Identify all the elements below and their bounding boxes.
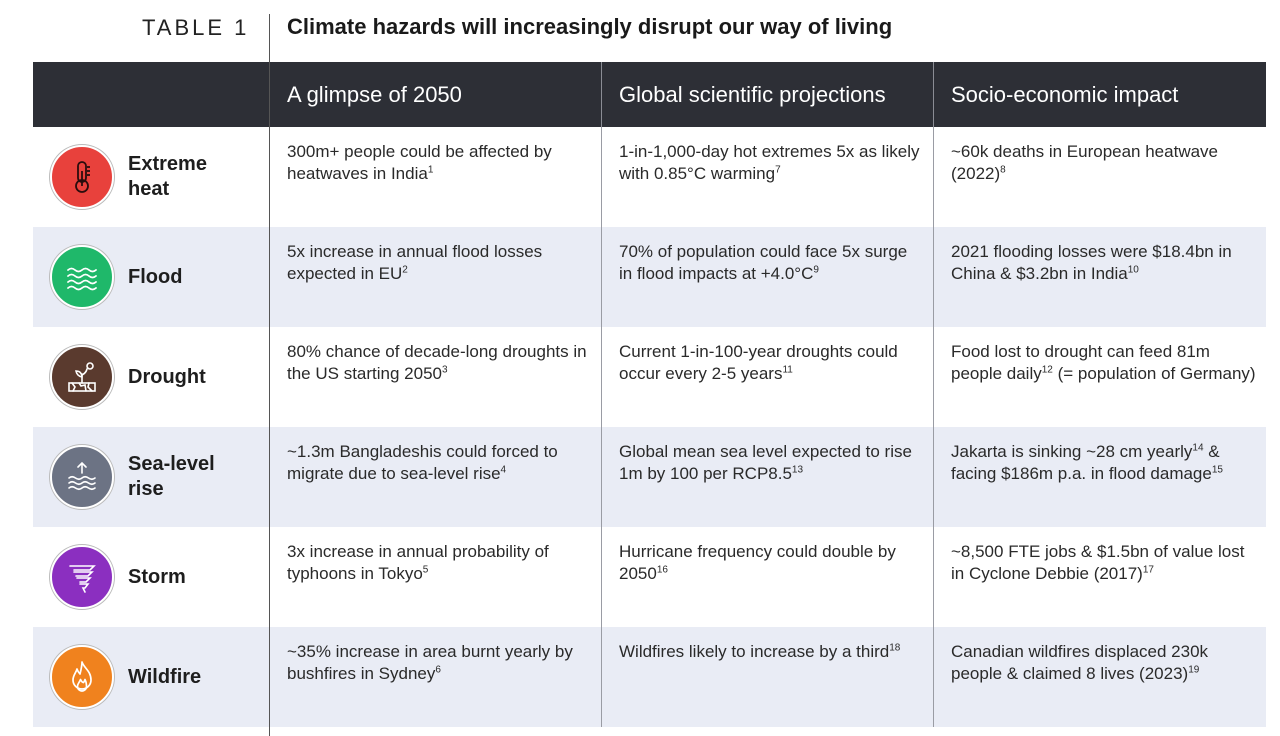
footnote-ref: 14 bbox=[1192, 442, 1204, 454]
footnote-ref: 4 bbox=[500, 464, 507, 476]
footnote-ref: 3 bbox=[441, 364, 448, 376]
footnote-ref: 7 bbox=[775, 164, 781, 176]
hazard-name: Wildfire bbox=[128, 665, 202, 688]
glimpse-text: 80% chance of decade-long droughts in th… bbox=[287, 342, 587, 383]
footnote-ref: 9 bbox=[813, 264, 819, 276]
hazard-cell: Flood bbox=[33, 227, 269, 327]
header-glimpse: A glimpse of 2050 bbox=[269, 62, 601, 127]
footnote-ref: 2 bbox=[402, 264, 408, 276]
impact-cell: 2021 flooding losses were $18.4bn in Chi… bbox=[933, 227, 1266, 327]
glimpse-cell: 80% chance of decade-long droughts in th… bbox=[269, 327, 601, 427]
footnote-ref: 12 bbox=[1041, 364, 1053, 376]
impact-text: ~60k deaths in European heatwave (2022) bbox=[951, 142, 1219, 183]
table-header-row: A glimpse of 2050 Global scientific proj… bbox=[33, 62, 1266, 127]
table-label: TABLE 1 bbox=[142, 15, 250, 40]
hazard-cell: Drought bbox=[33, 327, 269, 427]
footnote-ref: 13 bbox=[791, 464, 804, 476]
footnote-ref: 19 bbox=[1188, 664, 1200, 676]
glimpse-cell: 300m+ people could be affected by heatwa… bbox=[269, 127, 601, 227]
table-row-storm: Storm 3x increase in annual probability … bbox=[33, 527, 1266, 627]
table-row-extreme-heat: Extreme heat 300m+ people could be affec… bbox=[33, 127, 1266, 227]
impact-cell: ~8,500 FTE jobs & $1.5bn of value lost i… bbox=[933, 527, 1266, 627]
hazard-name: Drought bbox=[128, 365, 206, 388]
hazard-cell: Storm bbox=[33, 527, 269, 627]
projection-text: Current 1-in-100-year droughts could occ… bbox=[619, 342, 898, 383]
table-row-flood: Flood 5x increase in annual flood losses… bbox=[33, 227, 1266, 327]
glimpse-text: ~35% increase in area burnt yearly by bu… bbox=[287, 642, 573, 683]
footnote-ref: 15 bbox=[1211, 464, 1223, 476]
footnote-ref: 17 bbox=[1142, 564, 1154, 576]
impact-cell: Food lost to drought can feed 81m people… bbox=[933, 327, 1266, 427]
projection-text: 70% of population could face 5x surge in… bbox=[619, 242, 908, 283]
tornado-icon bbox=[50, 545, 114, 609]
impact-text-tail: (= population of Germany) bbox=[1052, 364, 1256, 383]
projection-cell: Global mean sea level expected to rise 1… bbox=[601, 427, 933, 527]
impact-text: 2021 flooding losses were $18.4bn in Chi… bbox=[951, 242, 1232, 283]
projection-text: Global mean sea level expected to rise 1… bbox=[619, 442, 912, 483]
hazard-name: Sea-level rise bbox=[128, 453, 215, 500]
waves-icon bbox=[50, 245, 114, 309]
hazard-cell: Extreme heat bbox=[33, 127, 269, 227]
hazards-table: A glimpse of 2050 Global scientific proj… bbox=[33, 62, 1266, 727]
impact-text: Jakarta is sinking ~28 cm yearly bbox=[951, 442, 1193, 461]
projection-cell: Current 1-in-100-year droughts could occ… bbox=[601, 327, 933, 427]
footnote-ref: 8 bbox=[1000, 164, 1006, 176]
footnote-ref: 6 bbox=[435, 664, 441, 676]
projection-cell: Wildfires likely to increase by a third1… bbox=[601, 627, 933, 727]
footnote-ref: 10 bbox=[1127, 264, 1139, 276]
page-title: Climate hazards will increasingly disrup… bbox=[287, 14, 893, 39]
table-row-wildfire: Wildfire ~35% increase in area burnt yea… bbox=[33, 627, 1266, 727]
glimpse-text: 5x increase in annual flood losses expec… bbox=[287, 242, 543, 283]
hazard-name: Storm bbox=[128, 565, 186, 588]
glimpse-cell: 5x increase in annual flood losses expec… bbox=[269, 227, 601, 327]
impact-text: ~8,500 FTE jobs & $1.5bn of value lost i… bbox=[951, 542, 1245, 583]
footnote-ref: 5 bbox=[422, 564, 429, 576]
impact-cell: Canadian wildfires displaced 230k people… bbox=[933, 627, 1266, 727]
footnote-ref: 1 bbox=[427, 164, 434, 176]
header-blank bbox=[33, 62, 269, 127]
footnote-ref: 11 bbox=[782, 364, 793, 376]
title-divider bbox=[269, 14, 270, 736]
projection-cell: 70% of population could face 5x surge in… bbox=[601, 227, 933, 327]
thermometer-icon bbox=[50, 145, 114, 209]
glimpse-cell: 3x increase in annual probability of typ… bbox=[269, 527, 601, 627]
glimpse-text: 300m+ people could be affected by heatwa… bbox=[287, 142, 552, 183]
table-row-sea-level-rise: Sea-level rise ~1.3m Bangladeshis could … bbox=[33, 427, 1266, 527]
projection-text: Hurricane frequency could double by 2050 bbox=[619, 542, 896, 583]
footnote-ref: 16 bbox=[656, 564, 668, 576]
hazard-name: Flood bbox=[128, 265, 183, 288]
impact-cell: ~60k deaths in European heatwave (2022)8 bbox=[933, 127, 1266, 227]
title-bar: TABLE 1 Climate hazards will increasingl… bbox=[0, 0, 1280, 62]
table-row-drought: Drought 80% chance of decade-long drough… bbox=[33, 327, 1266, 427]
flame-icon bbox=[50, 645, 114, 709]
impact-text: Canadian wildfires displaced 230k people… bbox=[951, 642, 1209, 683]
impact-text-tail: & facing $186m p.a. in flood damage bbox=[951, 442, 1220, 483]
projection-cell: Hurricane frequency could double by 2050… bbox=[601, 527, 933, 627]
projection-text: Wildfires likely to increase by a third bbox=[619, 642, 890, 661]
rising-water-icon bbox=[50, 445, 114, 509]
hazard-cell: Wildfire bbox=[33, 627, 269, 727]
glimpse-text: ~1.3m Bangladeshis could forced to migra… bbox=[287, 442, 558, 483]
projection-cell: 1-in-1,000-day hot extremes 5x as likely… bbox=[601, 127, 933, 227]
header-projections: Global scientific projections bbox=[601, 62, 933, 127]
cracked-earth-icon bbox=[50, 345, 114, 409]
glimpse-text: 3x increase in annual probability of typ… bbox=[287, 542, 549, 583]
glimpse-cell: ~35% increase in area burnt yearly by bu… bbox=[269, 627, 601, 727]
glimpse-cell: ~1.3m Bangladeshis could forced to migra… bbox=[269, 427, 601, 527]
projection-text: 1-in-1,000-day hot extremes 5x as likely… bbox=[619, 142, 920, 183]
footnote-ref: 18 bbox=[889, 642, 901, 654]
hazard-name: Extreme heat bbox=[128, 153, 207, 200]
hazard-cell: Sea-level rise bbox=[33, 427, 269, 527]
impact-text: Food lost to drought can feed 81m people… bbox=[951, 342, 1210, 383]
header-impact: Socio-economic impact bbox=[933, 62, 1266, 127]
impact-cell: Jakarta is sinking ~28 cm yearly14 & fac… bbox=[933, 427, 1266, 527]
